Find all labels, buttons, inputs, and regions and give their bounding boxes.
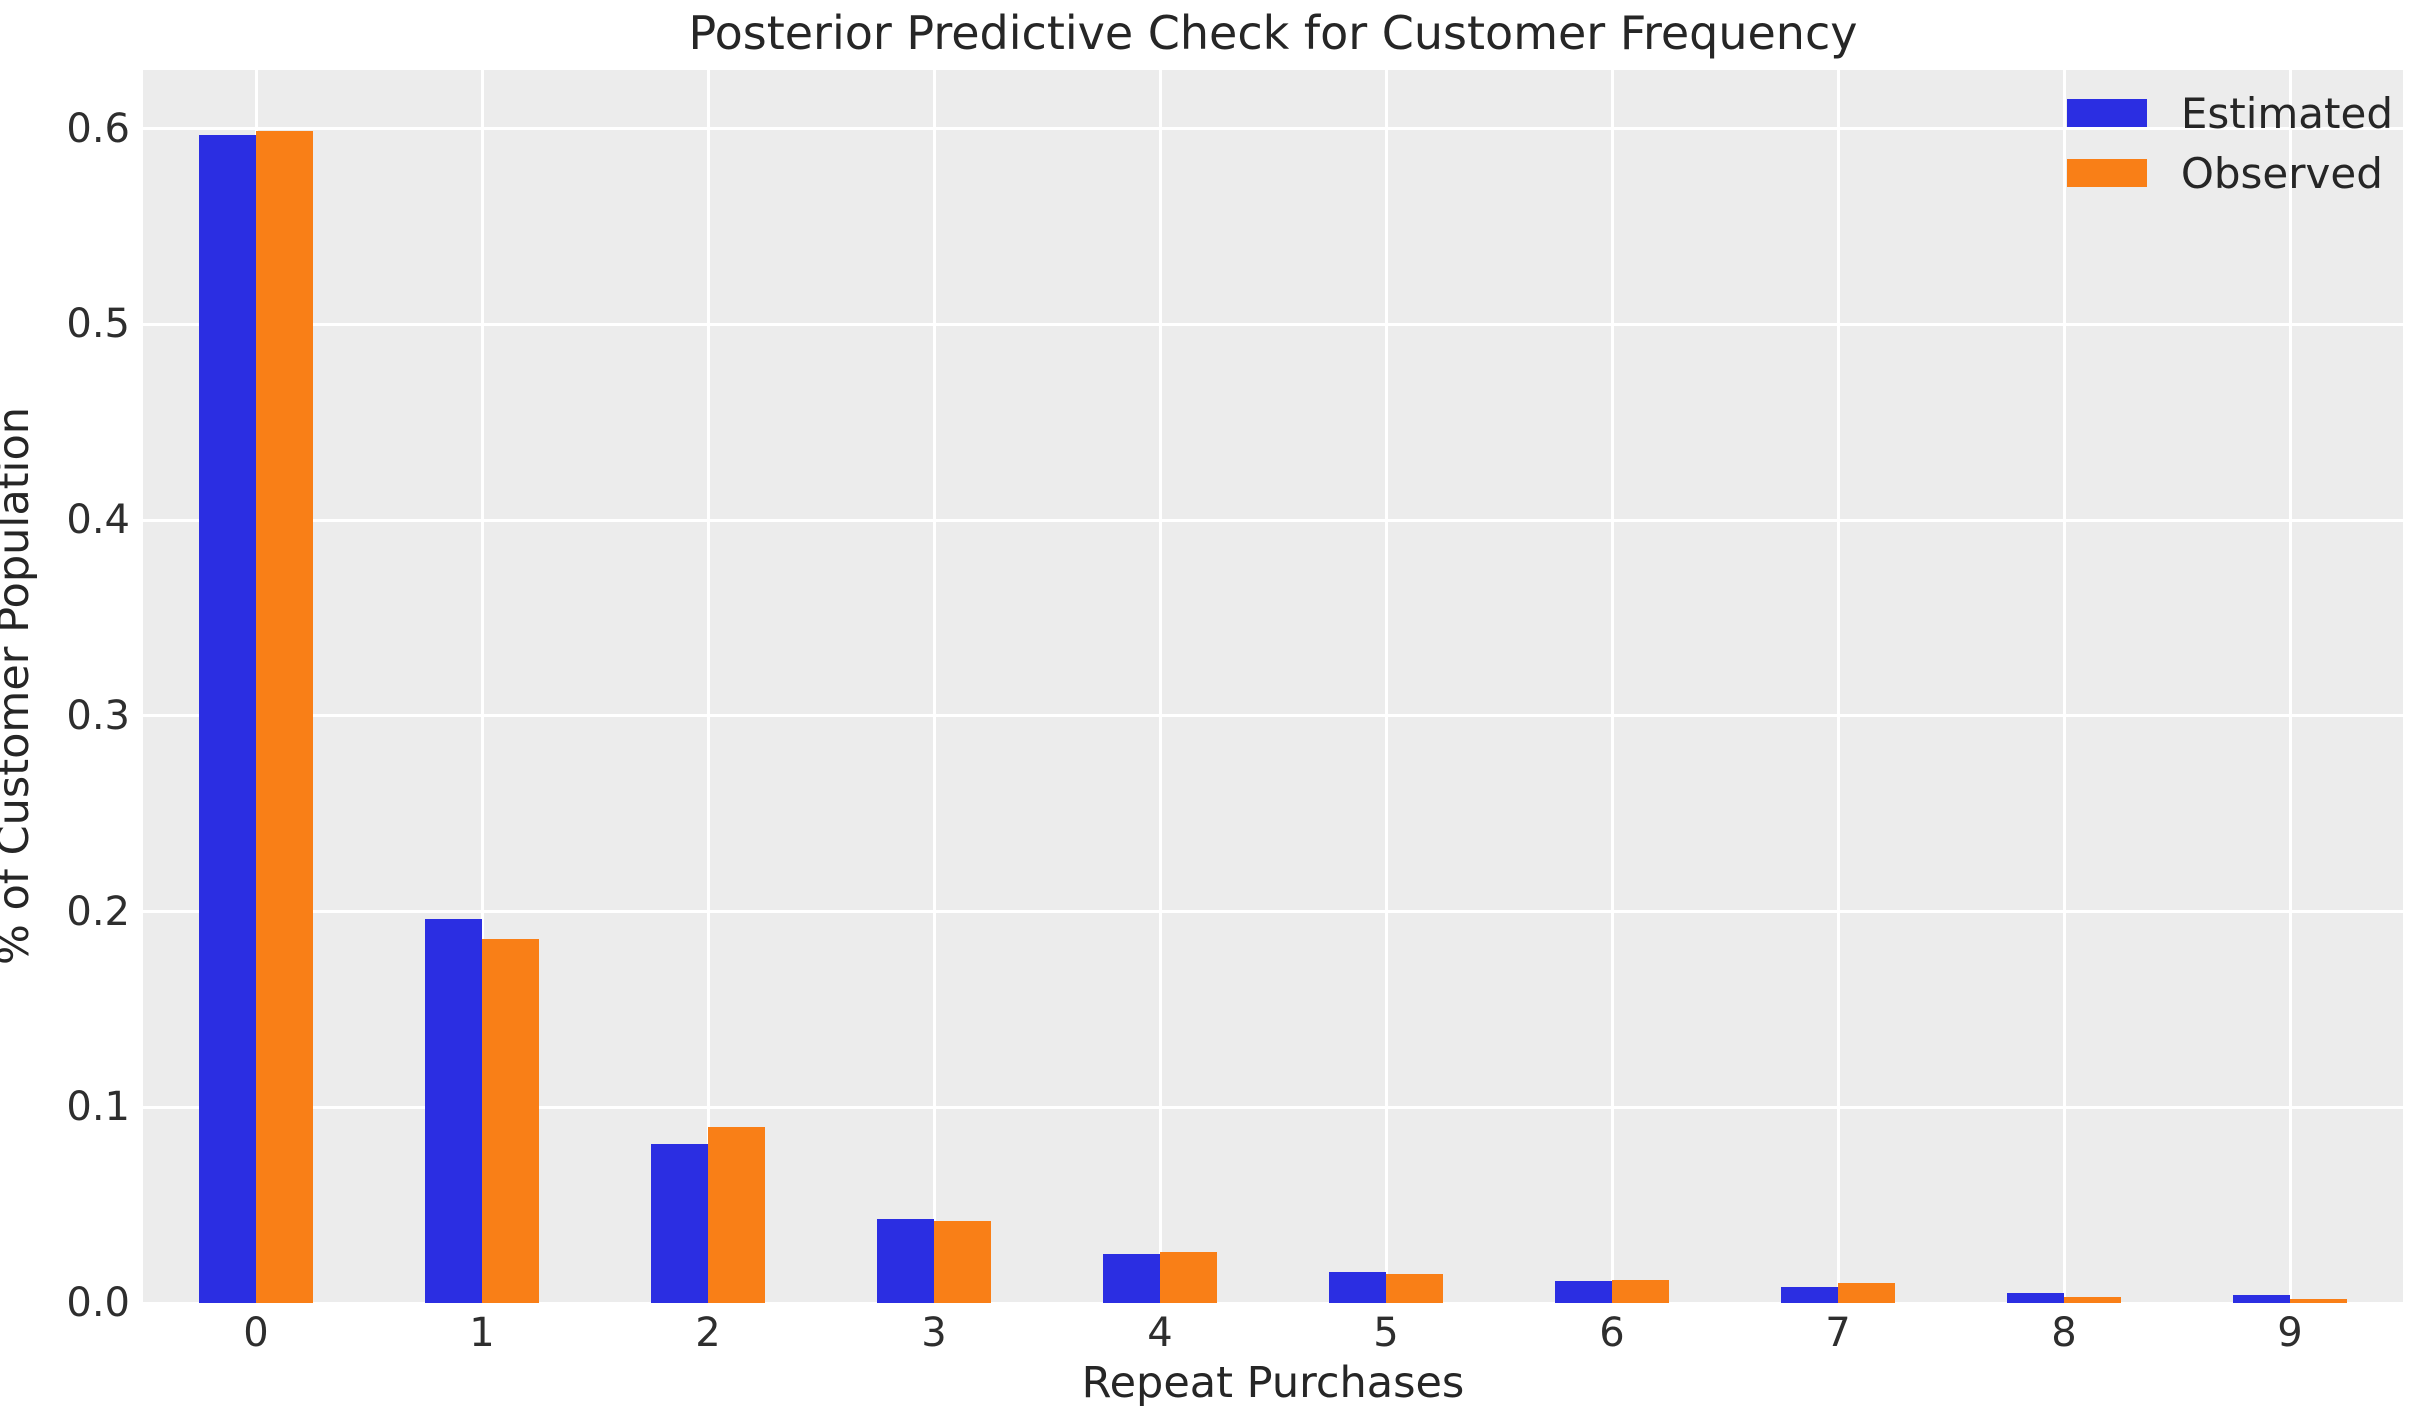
gridline-v bbox=[1158, 70, 1162, 1303]
bar-observed-6 bbox=[1612, 1279, 1669, 1303]
gridline-h bbox=[143, 518, 2403, 522]
bar-estimated-7 bbox=[1781, 1287, 1838, 1303]
x-tick-label: 1 bbox=[469, 1310, 495, 1356]
gridline-h bbox=[143, 910, 2403, 914]
gridline-v bbox=[1610, 70, 1614, 1303]
y-tick-label: 0.3 bbox=[66, 692, 130, 739]
legend-label: Estimated bbox=[2180, 88, 2393, 138]
gridline-v bbox=[1384, 70, 1388, 1303]
legend-item-estimated: Estimated bbox=[2066, 88, 2393, 138]
x-tick-label: 6 bbox=[1599, 1310, 1625, 1356]
y-tick-label: 0.2 bbox=[66, 888, 130, 935]
bar-observed-5 bbox=[1386, 1273, 1443, 1303]
bar-observed-8 bbox=[2064, 1297, 2121, 1303]
chart-title: Posterior Predictive Check for Customer … bbox=[688, 6, 1858, 60]
x-axis-label: Repeat Purchases bbox=[1081, 1358, 1465, 1408]
x-tick-label: 4 bbox=[1147, 1310, 1173, 1356]
bar-estimated-6 bbox=[1555, 1281, 1612, 1303]
bar-observed-2 bbox=[708, 1126, 765, 1303]
bar-estimated-1 bbox=[425, 919, 482, 1303]
legend-swatch-observed bbox=[2066, 159, 2147, 187]
gridline-v bbox=[1836, 70, 1840, 1303]
y-tick-label: 0.0 bbox=[66, 1280, 130, 1326]
y-tick-label: 0.5 bbox=[66, 301, 130, 348]
y-tick-label: 0.6 bbox=[66, 105, 130, 152]
gridline-v bbox=[2062, 70, 2066, 1303]
x-tick-label: 0 bbox=[243, 1310, 269, 1356]
bar-observed-1 bbox=[482, 938, 539, 1303]
bar-observed-3 bbox=[934, 1220, 991, 1303]
gridline-v bbox=[480, 70, 484, 1303]
bar-estimated-2 bbox=[651, 1144, 708, 1303]
y-axis-label: % of Customer Population bbox=[0, 406, 39, 965]
bar-estimated-0 bbox=[199, 134, 256, 1303]
y-tick-label: 0.1 bbox=[66, 1084, 130, 1131]
gridline-h bbox=[143, 322, 2403, 326]
gridline-h bbox=[143, 1105, 2403, 1109]
x-tick-label: 9 bbox=[2277, 1310, 2303, 1356]
gridline-v bbox=[2288, 70, 2292, 1303]
bar-estimated-9 bbox=[2233, 1295, 2290, 1303]
gridline-v bbox=[932, 70, 936, 1303]
bar-estimated-4 bbox=[1103, 1254, 1160, 1303]
y-tick-label: 0.4 bbox=[66, 497, 130, 544]
bar-observed-7 bbox=[1838, 1283, 1895, 1303]
gridline-v bbox=[706, 70, 710, 1303]
bar-observed-4 bbox=[1160, 1252, 1217, 1303]
legend: Estimated Observed bbox=[2066, 88, 2393, 198]
bar-observed-0 bbox=[256, 130, 313, 1303]
gridline-h bbox=[143, 127, 2403, 131]
plot-area bbox=[143, 70, 2403, 1303]
bar-estimated-8 bbox=[2007, 1293, 2064, 1303]
x-tick-label: 3 bbox=[921, 1310, 947, 1356]
bar-estimated-5 bbox=[1329, 1271, 1386, 1303]
gridline-h bbox=[143, 714, 2403, 718]
x-tick-label: 7 bbox=[1825, 1310, 1851, 1356]
bar-observed-9 bbox=[2290, 1299, 2347, 1303]
legend-swatch-estimated bbox=[2066, 99, 2147, 127]
legend-label: Observed bbox=[2180, 148, 2383, 198]
x-tick-label: 8 bbox=[2051, 1310, 2077, 1356]
x-tick-label: 2 bbox=[695, 1310, 721, 1356]
x-tick-label: 5 bbox=[1373, 1310, 1399, 1356]
gridline-h bbox=[143, 1301, 2403, 1303]
legend-item-observed: Observed bbox=[2066, 148, 2393, 198]
bar-estimated-3 bbox=[877, 1218, 934, 1303]
